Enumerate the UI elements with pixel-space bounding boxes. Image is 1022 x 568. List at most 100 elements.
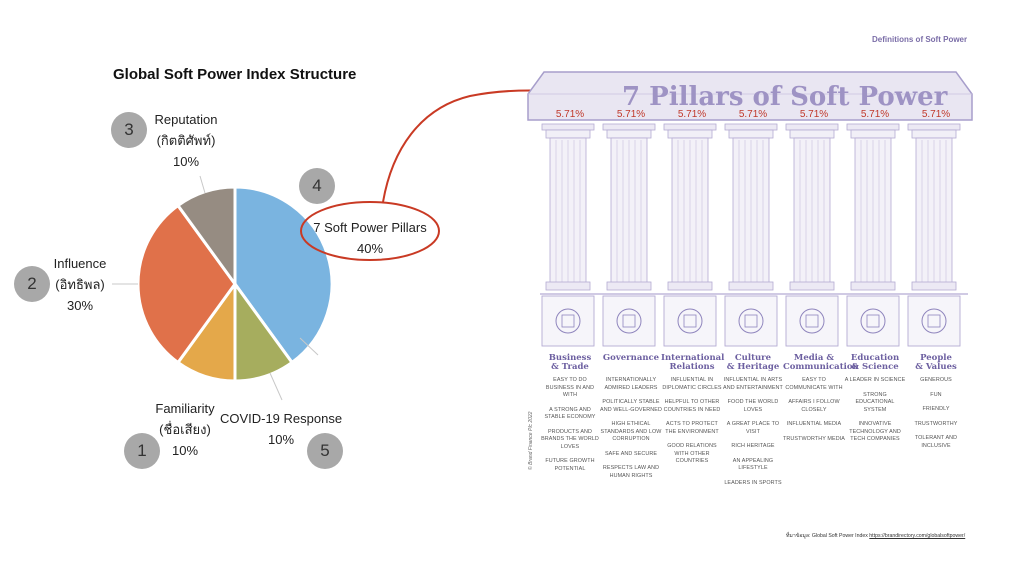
label-familiarity-name: Familiarity: [155, 401, 215, 416]
pillar-item: AN APPEALING LIFESTYLE: [732, 457, 774, 472]
number-badge-5: 5: [307, 433, 343, 469]
label-reputation-pct: 10%: [172, 154, 200, 169]
pillar-item: INFLUENTIAL IN DIPLOMATIC CIRCLES: [662, 377, 722, 391]
pillar-item: TRUSTWORTHY MEDIA: [783, 435, 845, 442]
column-capital: [602, 123, 656, 131]
label-covid: COVID-19 Response 10%: [219, 408, 343, 450]
label-reputation: Reputation (กิตติศัพท์) 10%: [140, 109, 232, 172]
label-reputation-name: Reputation: [154, 112, 218, 127]
pillar-item: LEADERS IN SPORTS: [724, 479, 782, 486]
label-influence-pct: 30%: [66, 298, 94, 313]
source-link[interactable]: https://brandirectory.com/globalsoftpowe…: [869, 533, 966, 539]
globe-dove-icon: [663, 295, 717, 347]
pillar-name: International Relations: [661, 353, 725, 372]
pillar-descriptions: EASY TO COMMUNICATE WITH AFFAIRS I FOLLOW…: [783, 377, 845, 450]
pillar-item: HELPFUL TO OTHER COUNTRIES IN NEED: [663, 399, 721, 413]
pillar-pct: 5.71%: [860, 109, 890, 120]
pillar-descriptions: INFLUENTIAL IN DIPLOMATIC CIRCLES HELPFUL…: [661, 377, 723, 473]
column-capital: [724, 123, 778, 131]
pillar-descriptions: EASY TO DO BUSINESS IN AND WITH A STRONG …: [539, 377, 601, 480]
pillar-item: RICH HERITAGE: [731, 443, 775, 449]
number-badge-4: 4: [299, 168, 335, 204]
pillar-item: INFLUENTIAL MEDIA: [786, 421, 842, 427]
temple-title: 7 Pillars of Soft Power: [622, 82, 948, 112]
pillar-descriptions: A LEADER IN SCIENCE STRONG EDUCATIONAL SY…: [844, 377, 906, 451]
pillar-name: Business & Trade: [548, 353, 592, 372]
pillar-descriptions: GENEROUS FUN FRIENDLY TRUSTWORTHY TOLERANT A…: [905, 377, 967, 457]
column-capital: [785, 123, 839, 131]
pillar-pct: 5.71%: [738, 109, 768, 120]
label-pillars: 7 Soft Power Pillars 40%: [312, 217, 428, 259]
page-title: Global Soft Power Index Structure: [113, 66, 357, 83]
column-capital: [846, 123, 900, 131]
source-note: ที่มาข้อมูล: Global Soft Power Index htt…: [786, 532, 965, 540]
column-capital: [663, 123, 717, 131]
column-capital: [541, 123, 595, 131]
tv-icon: [785, 295, 839, 347]
number-badge-3: 3: [111, 112, 147, 148]
label-familiarity-pct: 10%: [171, 443, 199, 458]
pillar-name: Media & Communication: [783, 353, 859, 372]
label-familiarity-thai: (ชื่อเสียง): [159, 422, 211, 437]
pillar-pct: 5.71%: [921, 109, 951, 120]
pillar-item: FUTURE GROWTH POTENTIAL: [545, 458, 595, 472]
pillar-name: Culture & Heritage: [726, 353, 780, 372]
temple-graphic: [527, 71, 973, 347]
pillar-item: INNOVATIVE TECHNOLOGY AND TECH COMPANIES: [849, 421, 901, 442]
pillar-item: STRONG EDUCATIONAL SYSTEM: [855, 391, 895, 413]
pillar-item: TRUSTWORTHY: [914, 420, 958, 427]
pillar-item: A STRONG AND STABLE ECONOMY: [544, 406, 596, 421]
pillar-item: HIGH ETHICAL STANDARDS AND LOW CORRUPTIO…: [600, 421, 662, 442]
label-familiarity: Familiarity (ชื่อเสียง) 10%: [145, 398, 225, 461]
temple-icon: [724, 295, 778, 347]
pillar-item: POLITICALLY STABLE AND WELL-GOVERNED: [600, 399, 662, 413]
pillar-descriptions: INTERNATIONALLY ADMIRED LEADERS POLITICAL…: [600, 377, 662, 487]
pillar-name: People & Values: [915, 353, 957, 372]
microscope-icon: [846, 295, 900, 347]
label-pillars-name: 7 Soft Power Pillars: [313, 220, 427, 235]
definitions-title: Definitions of Soft Power: [872, 35, 968, 44]
label-influence-thai: (อิทธิพล): [55, 277, 105, 292]
pillar-name: Governance: [602, 353, 660, 363]
label-reputation-thai: (กิตติศัพท์): [156, 133, 216, 148]
label-influence: Influence (อิทธิพล) 30%: [40, 253, 120, 316]
pillar-item: PRODUCTS AND BRANDS THE WORLD LOVES: [541, 428, 599, 450]
pillar-item: AFFAIRS I FOLLOW CLOSELY: [788, 399, 840, 413]
capitol-icon: [602, 295, 656, 347]
pillar-item: SAFE AND SECURE: [604, 450, 658, 457]
pillar-pct: 5.71%: [555, 109, 585, 120]
column-capital: [907, 123, 961, 131]
pillar-pct: 5.71%: [677, 109, 707, 120]
leader-line: [299, 337, 319, 356]
pillar-pct: 5.71%: [799, 109, 829, 120]
pillar-item: INTERNATIONALLY ADMIRED LEADERS: [604, 377, 658, 391]
copyright: © Brand Finance Plc 2022: [528, 411, 534, 470]
pillar-pct: 5.71%: [616, 109, 646, 120]
leader-line: [269, 372, 283, 401]
pillar-item: ACTS TO PROTECT THE ENVIRONMENT: [665, 421, 719, 435]
pillar-descriptions: INFLUENTIAL IN ARTS AND ENTERTAINMENT FOO…: [722, 377, 784, 494]
leader-line: [199, 175, 206, 194]
handshake-icon: [541, 295, 595, 347]
pillar-item: FUN: [930, 391, 942, 398]
pillar-item: TOLERANT AND INCLUSIVE: [914, 435, 958, 449]
highlight-ellipse: [300, 201, 440, 261]
number-badge-1: 1: [124, 433, 160, 469]
pillar-item: GOOD RELATIONS WITH OTHER COUNTRIES: [667, 443, 717, 464]
pillar-item: A GREAT PLACE TO VISIT: [726, 421, 780, 435]
pillar-item: GENEROUS: [920, 377, 952, 383]
pillar-item: RESPECTS LAW AND HUMAN RIGHTS: [602, 465, 660, 479]
pillar-item: EASY TO COMMUNICATE WITH: [785, 377, 843, 391]
pillar-item: INFLUENTIAL IN ARTS AND ENTERTAINMENT: [723, 377, 783, 391]
source-prefix: ที่มาข้อมูล: Global Soft Power Index: [786, 533, 868, 539]
pillar-name: Education & Science: [850, 353, 900, 372]
label-pillars-pct: 40%: [356, 241, 384, 256]
label-covid-pct: 10%: [267, 432, 295, 447]
pillar-item: EASY TO DO BUSINESS IN AND WITH: [545, 377, 595, 398]
number-badge-2: 2: [14, 266, 50, 302]
people-icon: [907, 295, 961, 347]
label-influence-name: Influence: [53, 256, 107, 271]
pillar-item: FOOD THE WORLD LOVES: [727, 399, 779, 413]
pillar-item: FRIENDLY: [922, 406, 950, 412]
